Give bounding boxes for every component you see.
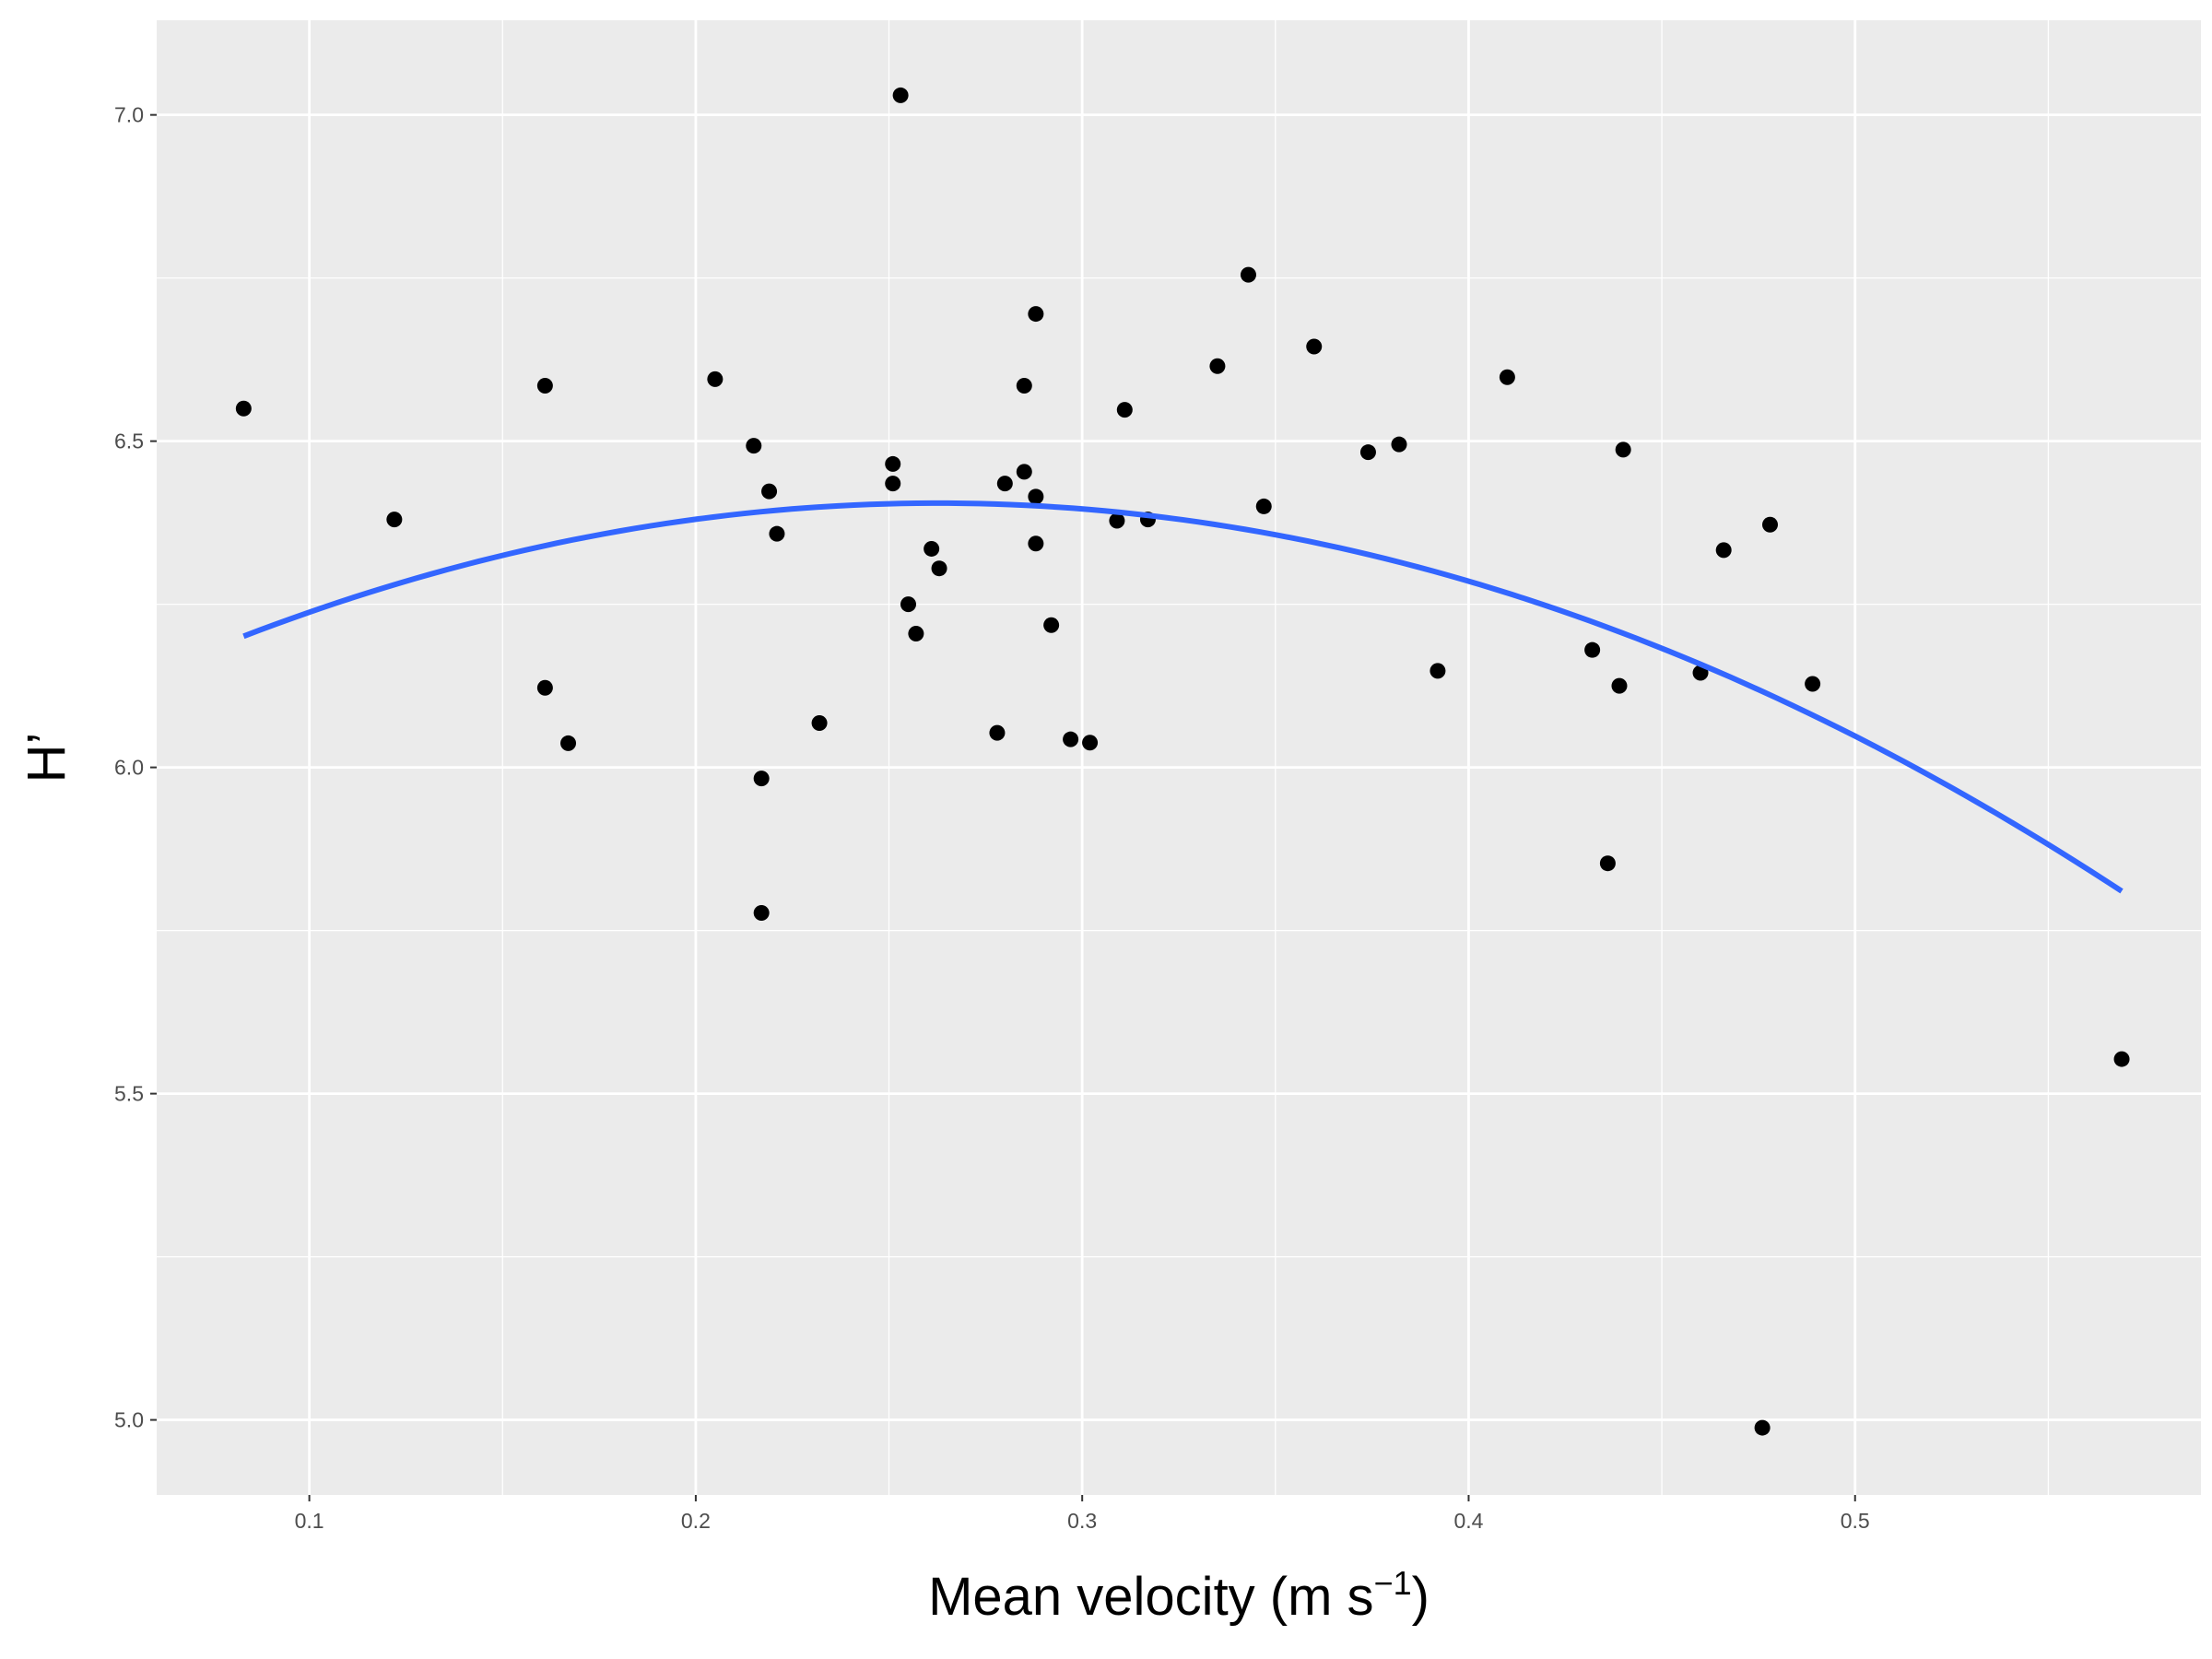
y-axis-ticks: 5.0 5.5 6.0 6.5 7.0: [114, 103, 157, 1432]
data-point: [885, 476, 901, 492]
data-point: [885, 455, 901, 472]
data-point: [1805, 676, 1821, 692]
data-point: [560, 735, 577, 751]
data-point: [924, 540, 940, 557]
data-point: [753, 771, 770, 787]
major-gridlines: [157, 20, 2201, 1495]
data-point: [1028, 306, 1044, 323]
y-tick-label: 5.5: [114, 1082, 144, 1106]
plot-panel: [157, 20, 2201, 1495]
data-point: [746, 438, 762, 454]
data-point: [386, 512, 403, 528]
y-tick-label: 6.5: [114, 429, 144, 453]
y-tick-label: 7.0: [114, 103, 144, 127]
x-tick-label: 0.1: [295, 1509, 324, 1533]
data-point: [1028, 535, 1044, 552]
x-axis-title-main: Mean velocity (m s: [928, 1567, 1373, 1627]
data-point: [1209, 358, 1226, 374]
data-point: [235, 400, 252, 417]
data-point: [1043, 617, 1060, 633]
x-axis-title-superscript: −1: [1374, 1564, 1412, 1602]
data-point: [769, 525, 785, 542]
data-point: [1109, 512, 1125, 529]
data-point: [1016, 464, 1032, 480]
data-point: [1016, 377, 1032, 394]
data-point: [1255, 498, 1272, 514]
data-point: [1391, 436, 1407, 453]
data-point: [536, 679, 553, 696]
data-point: [1028, 488, 1044, 505]
x-axis-ticks: 0.1 0.2 0.3 0.4 0.5: [295, 1495, 1870, 1533]
data-point: [811, 714, 828, 731]
data-point: [2113, 1051, 2130, 1067]
data-point: [892, 87, 909, 103]
data-point: [761, 483, 778, 500]
data-point: [908, 625, 924, 641]
data-point: [1611, 677, 1628, 694]
data-point: [707, 371, 724, 387]
x-axis-title-close: ): [1412, 1567, 1430, 1627]
data-point: [1306, 338, 1323, 355]
y-axis-title: H’: [17, 733, 76, 783]
data-point: [1430, 663, 1446, 679]
data-point: [1082, 735, 1099, 751]
data-point: [1116, 402, 1133, 418]
data-point: [1584, 641, 1601, 658]
fit-curve: [242, 500, 2124, 894]
data-point: [989, 724, 1006, 741]
data-point: [1715, 542, 1732, 559]
data-point: [1754, 1419, 1771, 1436]
data-point: [536, 377, 553, 394]
data-point: [900, 596, 917, 613]
data-point: [1599, 855, 1616, 872]
data-point: [753, 904, 770, 921]
data-point: [1063, 731, 1079, 747]
x-axis-title: Mean velocity (m s−1): [928, 1564, 1430, 1627]
x-tick-label: 0.5: [1841, 1509, 1870, 1533]
y-tick-label: 6.0: [114, 756, 144, 780]
x-tick-label: 0.2: [681, 1509, 711, 1533]
data-point: [1359, 444, 1376, 461]
data-point: [996, 476, 1013, 492]
data-point: [1499, 369, 1515, 385]
x-tick-label: 0.3: [1067, 1509, 1097, 1533]
data-point: [1240, 266, 1256, 283]
x-tick-label: 0.4: [1453, 1509, 1483, 1533]
data-point: [1615, 441, 1631, 458]
data-point: [931, 560, 947, 577]
y-tick-label: 5.0: [114, 1408, 144, 1432]
minor-gridlines: [157, 20, 2201, 1495]
data-point: [1762, 516, 1779, 533]
